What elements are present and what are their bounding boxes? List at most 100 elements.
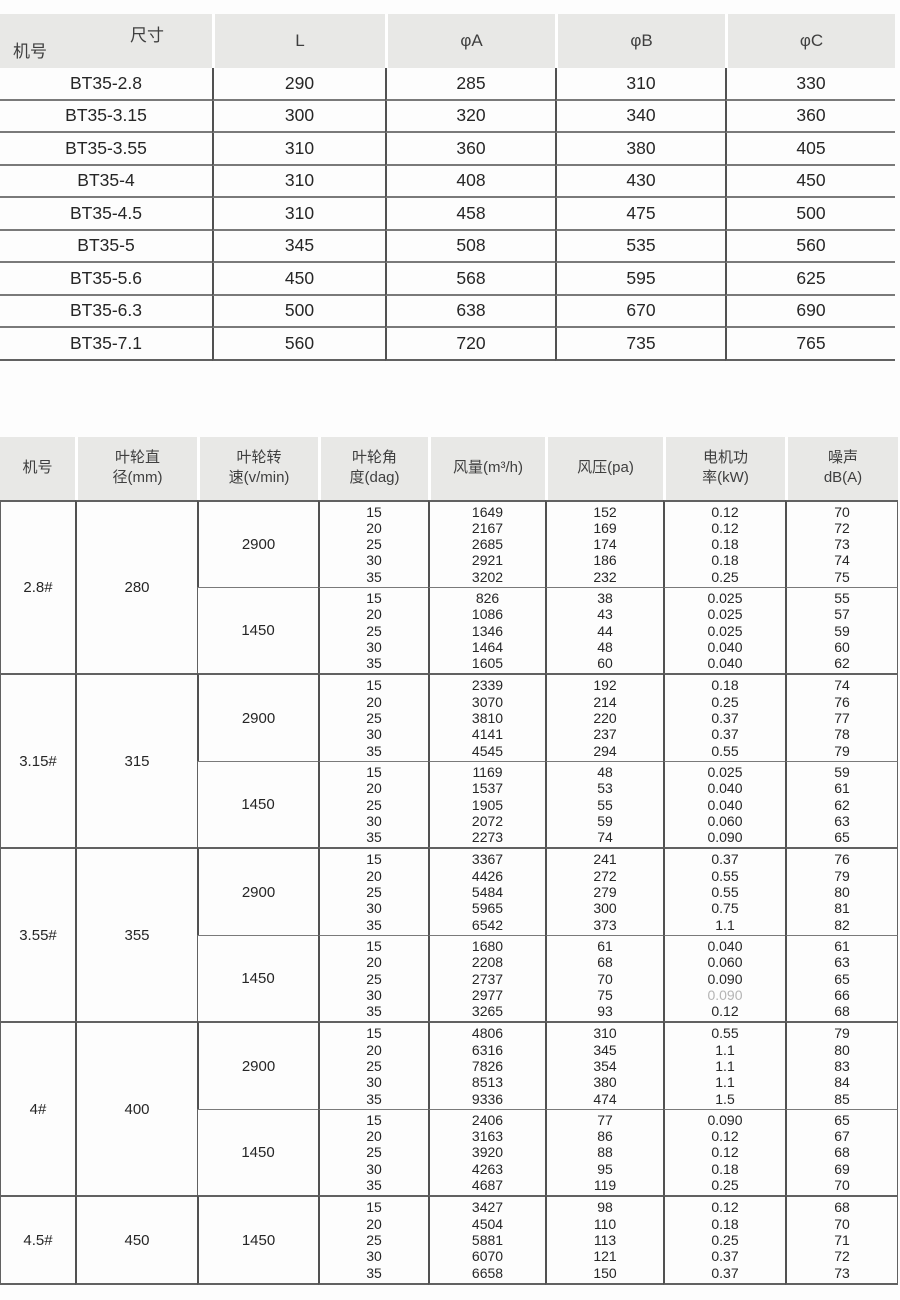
- angle-value: 30: [366, 812, 382, 829]
- flow-value: 2977: [471, 986, 504, 1003]
- angle-stack-lines: 15 20 25 30 35: [321, 1198, 427, 1281]
- dim-value-cell: 300: [212, 100, 385, 133]
- noise-value: 77: [834, 710, 850, 727]
- dim-value-cell: 500: [212, 295, 385, 328]
- dim-value-cell: 310: [555, 68, 725, 101]
- pressure-value: 86: [597, 1128, 613, 1145]
- dim-model-cell: BT35-6.3: [0, 296, 212, 328]
- noise-stack-lines: 70 72 73 74 75: [788, 503, 896, 586]
- angle-value: 25: [366, 1231, 382, 1248]
- perf-table-row: 1450 15 20 25 30 35 1169 1537 1905 2072 2273 48 53 55…: [0, 760, 898, 848]
- angle-stack: 15 20 25 30 35: [318, 1108, 428, 1196]
- flow-value: 2167: [471, 519, 504, 536]
- power-value: 0.25: [711, 693, 739, 710]
- pressure-value: 44: [597, 622, 613, 639]
- angle-stack: 15 20 25 30 35: [318, 847, 428, 935]
- noise-value: 76: [834, 693, 850, 710]
- dim-model-cell: BT35-7.1: [0, 328, 212, 361]
- dim-model-cell: BT35-5: [0, 231, 212, 263]
- pressure-stack: 152 169 174 186 232: [545, 499, 663, 587]
- angle-stack-lines: 15 20 25 30 35: [321, 850, 427, 933]
- angle-stack: 15 20 25 30 35: [318, 1195, 428, 1285]
- pressure-stack-lines: 77 86 88 95 119: [548, 1111, 662, 1194]
- diameter-cell: 280: [75, 499, 197, 674]
- power-value: 0.25: [711, 1231, 739, 1248]
- noise-value: 69: [834, 1160, 850, 1177]
- noise-stack-lines: 55 57 59 60 62: [788, 589, 896, 672]
- flow-stack: 3367 4426 5484 5965 6542: [428, 847, 545, 935]
- power-stack: 0.090 0.12 0.12 0.18 0.25: [663, 1108, 785, 1196]
- flow-value: 6542: [471, 916, 504, 933]
- dim-table-row: BT35-7.1 560 720 735 765: [0, 328, 895, 361]
- pressure-value: 241: [593, 851, 617, 868]
- speed-cell: 2900: [197, 499, 318, 587]
- speed-cell: 1450: [197, 1108, 318, 1196]
- noise-value: 72: [834, 1248, 850, 1265]
- dim-value-cell: 290: [212, 68, 385, 101]
- angle-value: 15: [366, 851, 382, 868]
- flow-value: 4687: [471, 1177, 504, 1194]
- power-value: 0.18: [711, 536, 739, 553]
- noise-value: 70: [834, 1177, 850, 1194]
- angle-value: 25: [366, 1058, 382, 1074]
- angle-value: 15: [366, 1025, 382, 1042]
- pressure-stack: 98 110 113 121 150: [545, 1195, 663, 1285]
- angle-stack: 15 20 25 30 35: [318, 760, 428, 848]
- flow-stack: 3427 4504 5881 6070 6658: [428, 1195, 545, 1285]
- pressure-stack: 38 43 44 48 60: [545, 586, 663, 674]
- noise-value: 59: [834, 763, 850, 780]
- flow-stack-lines: 826 1086 1346 1464 1605: [431, 589, 544, 672]
- noise-stack-lines: 59 61 62 63 65: [788, 763, 896, 846]
- flow-value: 826: [475, 589, 500, 606]
- perf-col-header: 风压(pa): [545, 436, 663, 500]
- flow-value: 9336: [471, 1090, 504, 1107]
- dim-table-row: BT35-6.3 500 638 670 690: [0, 295, 895, 328]
- model-cell: 4.5#: [0, 1195, 75, 1285]
- angle-value: 15: [366, 589, 382, 606]
- pressure-value: 192: [593, 677, 617, 694]
- pressure-stack: 241 272 279 300 373: [545, 847, 663, 935]
- perf-table-row: 4# 400 2900 15 20 25 30 35 4806 6316 7826 8513 9336 3…: [0, 1021, 898, 1196]
- pressure-stack: 192 214 220 237 294: [545, 673, 663, 761]
- power-value: 0.12: [711, 1199, 739, 1216]
- noise-value: 73: [834, 536, 850, 553]
- dim-value-cell: 535: [555, 230, 725, 263]
- dim-value-cell: 670: [555, 295, 725, 328]
- pressure-stack-lines: 61 68 70 75 93: [548, 937, 662, 1020]
- angle-value: 35: [366, 829, 382, 846]
- angle-stack-lines: 15 20 25 30 35: [321, 1111, 427, 1194]
- power-value: 0.025: [707, 763, 743, 780]
- flow-value: 6070: [471, 1248, 504, 1265]
- pressure-value: 68: [597, 954, 613, 971]
- perf-table-row: 1450 15 20 25 30 35 826 1086 1346 1464 1605 38 43 44 4…: [0, 586, 898, 674]
- pressure-stack-lines: 192 214 220 237 294: [548, 676, 662, 759]
- angle-stack-lines: 15 20 25 30 35: [321, 763, 427, 846]
- noise-value: 85: [834, 1090, 850, 1107]
- angle-stack-lines: 15 20 25 30 35: [321, 1024, 427, 1107]
- flow-value: 6316: [471, 1041, 504, 1058]
- power-value: 0.37: [711, 1248, 739, 1265]
- power-stack: 0.025 0.025 0.025 0.040 0.040: [663, 586, 785, 674]
- dim-value-cell: 560: [212, 328, 385, 361]
- power-value: 0.12: [711, 1003, 739, 1020]
- angle-value: 20: [366, 606, 382, 623]
- angle-value: 30: [366, 1074, 382, 1091]
- angle-value: 15: [366, 1199, 382, 1216]
- power-value: 0.37: [711, 726, 739, 743]
- pressure-value: 152: [593, 503, 617, 520]
- flow-stack-lines: 2339 3070 3810 4141 4545: [431, 676, 544, 759]
- pressure-value: 380: [593, 1074, 617, 1091]
- power-value: 0.25: [711, 1177, 739, 1194]
- flow-value: 4806: [471, 1025, 504, 1042]
- speed-cell: 1450: [197, 1195, 318, 1285]
- dim-value-cell: 508: [385, 230, 555, 263]
- pressure-stack-lines: 38 43 44 48 60: [548, 589, 662, 672]
- flow-value: 1346: [471, 622, 504, 639]
- power-stack: 0.025 0.040 0.040 0.060 0.090: [663, 760, 785, 848]
- dim-value-cell: 380: [555, 133, 725, 166]
- flow-value: 3810: [471, 710, 504, 727]
- dim-model-cell: BT35-3.15: [0, 101, 212, 133]
- flow-value: 2406: [471, 1111, 504, 1128]
- angle-value: 20: [366, 1128, 382, 1145]
